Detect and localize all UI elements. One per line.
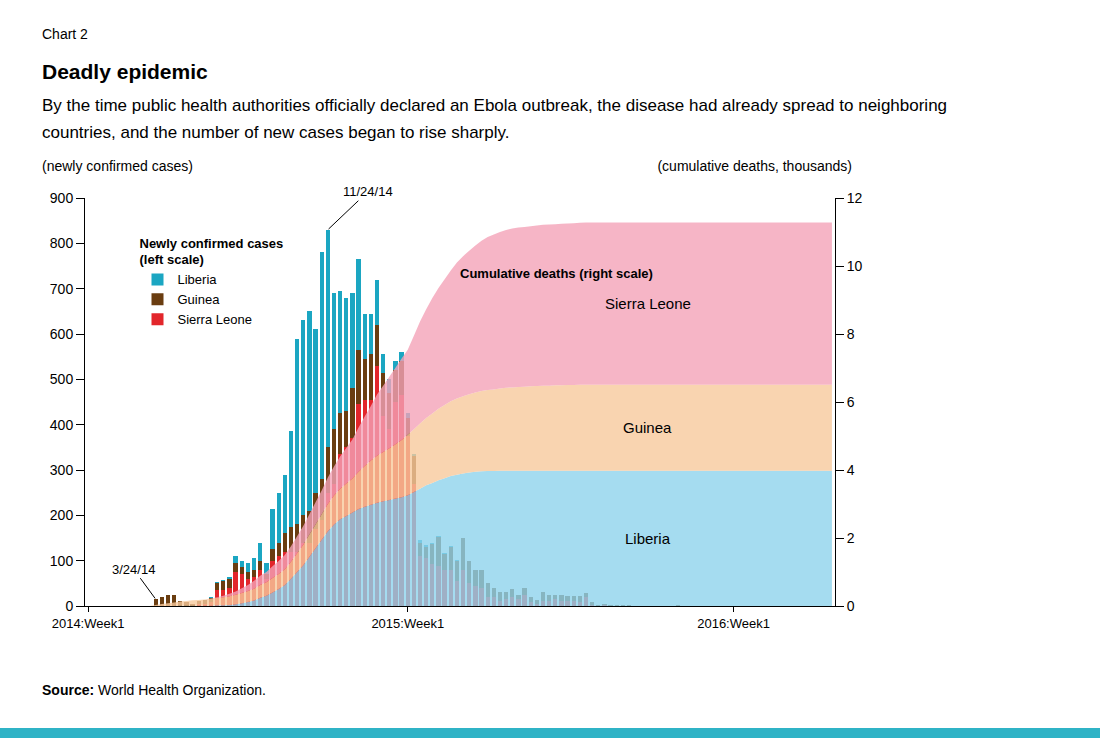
svg-text:800: 800 <box>50 235 74 251</box>
svg-text:12: 12 <box>847 190 863 206</box>
svg-text:Sierra Leone: Sierra Leone <box>605 295 691 312</box>
svg-text:100: 100 <box>50 553 74 569</box>
svg-text:Liberia: Liberia <box>178 272 218 287</box>
svg-text:2: 2 <box>847 530 855 546</box>
svg-text:0: 0 <box>65 598 73 614</box>
html-text:(cumulative deaths, thousands): (cumulative deaths, thousands) <box>657 158 852 174</box>
svg-text:Guinea: Guinea <box>623 419 672 436</box>
svg-text:10: 10 <box>847 258 863 274</box>
svg-text:2015:Week1: 2015:Week1 <box>371 616 444 631</box>
svg-text:2016:Week1: 2016:Week1 <box>697 616 770 631</box>
svg-text:500: 500 <box>50 371 74 387</box>
svg-text:Newly confirmed cases(left sca: Newly confirmed cases(left scale) <box>140 236 284 268</box>
svg-text:0: 0 <box>847 598 855 614</box>
svg-text:6: 6 <box>847 394 855 410</box>
svg-text:200: 200 <box>50 507 74 523</box>
html-text:(newly confirmed cases): (newly confirmed cases) <box>42 158 193 174</box>
svg-text:700: 700 <box>50 281 74 297</box>
html-text:Deadly epidemic: Deadly epidemic <box>42 60 208 83</box>
svg-text:Liberia: Liberia <box>625 530 671 547</box>
html-text:By the time public health auth: By the time public health authorities of… <box>42 96 947 142</box>
html-text:Chart 2: Chart 2 <box>42 26 88 42</box>
svg-text:3/24/14: 3/24/14 <box>112 562 155 577</box>
svg-text:600: 600 <box>50 326 74 342</box>
svg-text:8: 8 <box>847 326 855 342</box>
svg-text:Guinea: Guinea <box>178 292 221 307</box>
svg-text:Cumulative deaths (right scale: Cumulative deaths (right scale) <box>460 266 653 281</box>
svg-text:2014:Week1: 2014:Week1 <box>52 616 125 631</box>
svg-text:11/24/14: 11/24/14 <box>343 184 393 199</box>
svg-text:900: 900 <box>50 190 74 206</box>
html-text:Source: World Health Organizat: Source: World Health Organization. <box>42 682 266 698</box>
svg-text:4: 4 <box>847 462 855 478</box>
svg-text:300: 300 <box>50 462 74 478</box>
svg-text:400: 400 <box>50 417 74 433</box>
svg-text:Sierra Leone: Sierra Leone <box>178 312 252 327</box>
